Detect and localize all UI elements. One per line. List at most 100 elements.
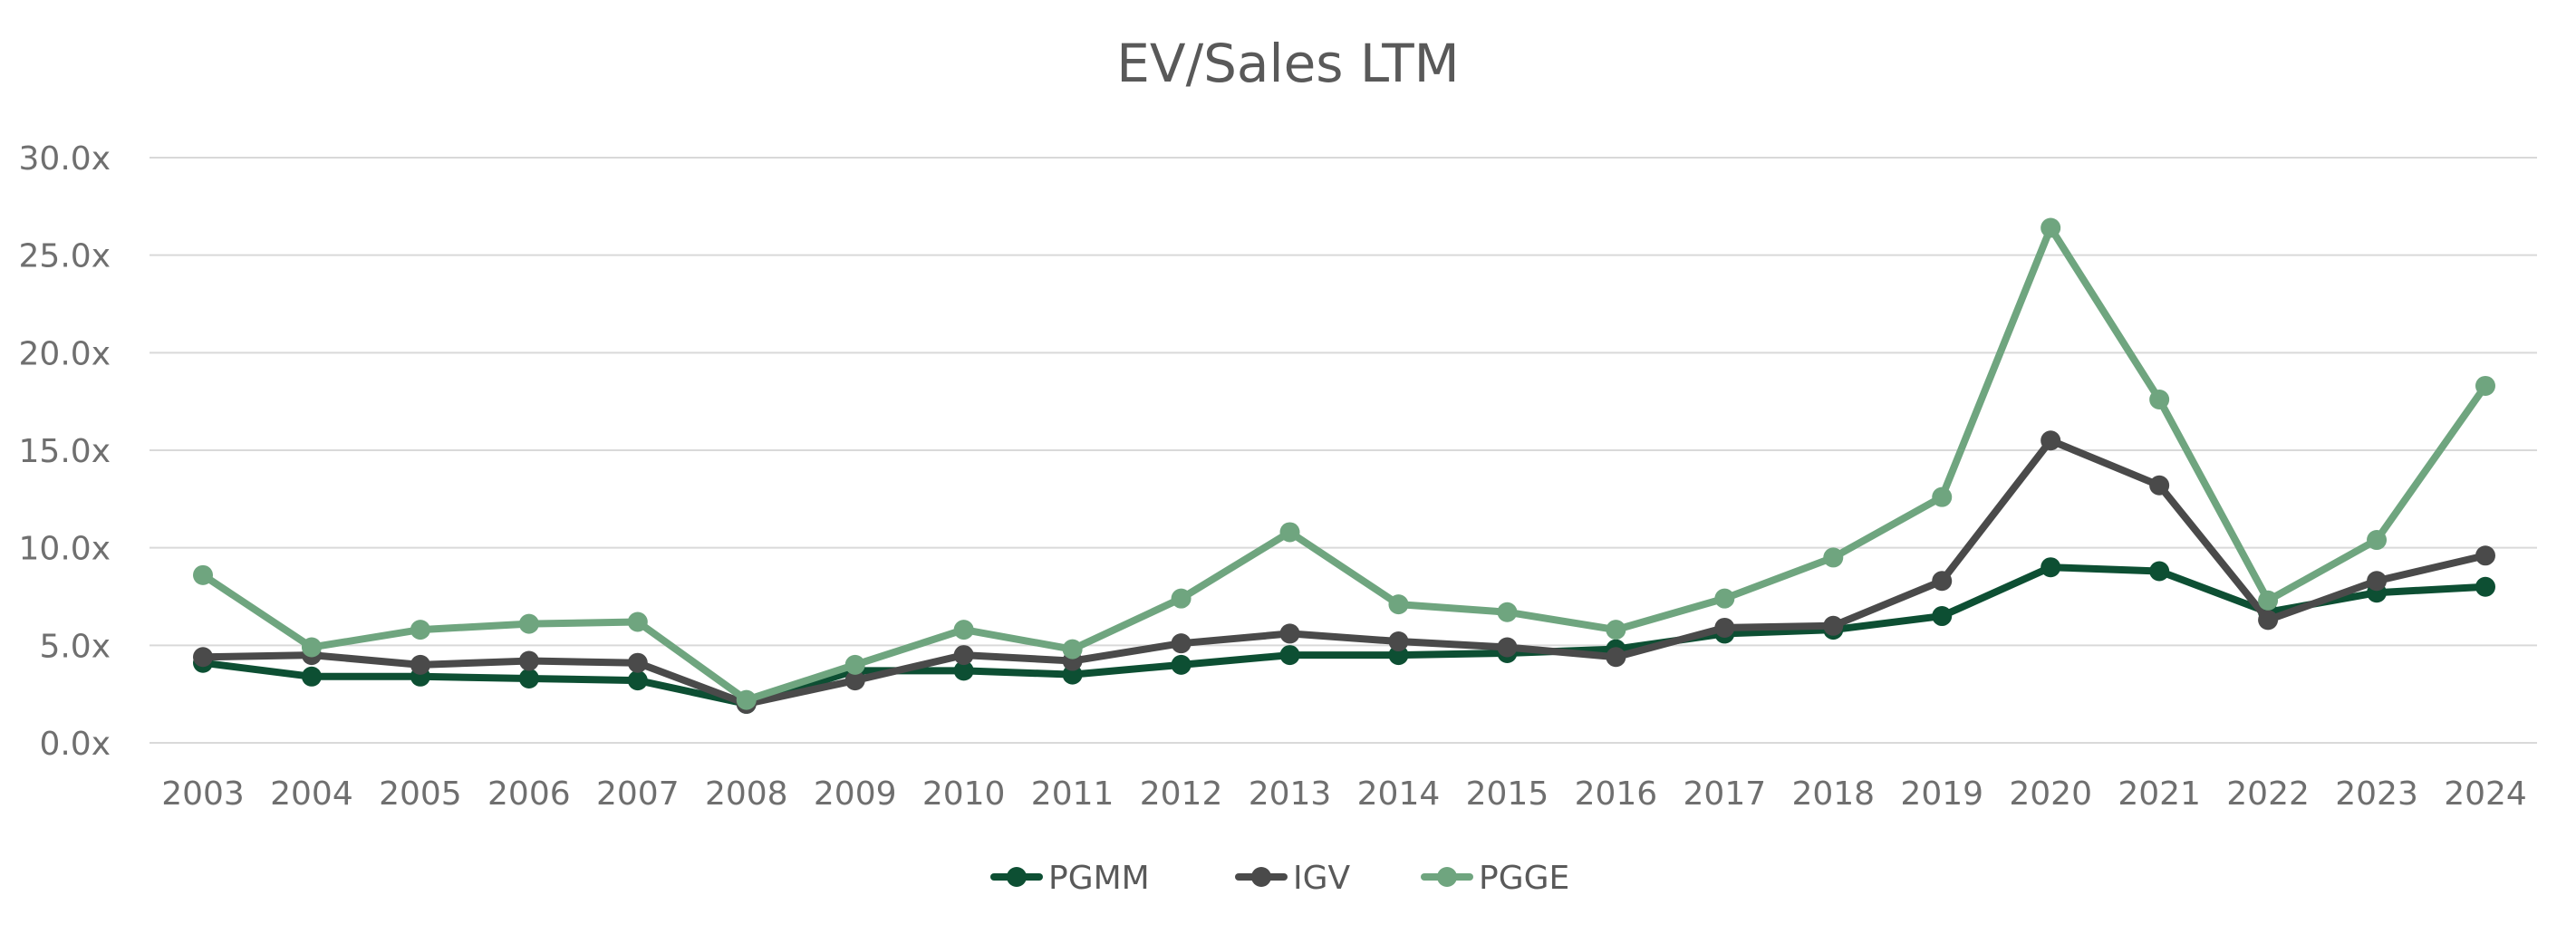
y-tick-label: 30.0x (19, 140, 111, 178)
data-point (2475, 545, 2495, 566)
data-point (518, 613, 539, 634)
data-point (736, 689, 757, 710)
x-tick-label: 2017 (1684, 775, 1767, 813)
gridlines (150, 157, 2537, 744)
chart-title: EV/Sales LTM (1116, 33, 1460, 94)
data-point (953, 660, 974, 681)
data-point (1497, 602, 1518, 622)
x-tick-label: 2016 (1575, 775, 1658, 813)
data-point (2258, 610, 2279, 631)
series-line (199, 437, 2489, 708)
series-pgge (193, 217, 2495, 710)
x-tick-label: 2011 (1031, 775, 1114, 813)
x-tick-label: 2014 (1357, 775, 1441, 813)
data-point (1932, 606, 1953, 627)
series-line (199, 563, 2489, 708)
data-point (1279, 623, 1300, 644)
legend-label: IGV (1293, 860, 1351, 897)
legend-marker (1251, 867, 1271, 887)
data-point (2258, 590, 2279, 611)
data-point (953, 645, 974, 666)
x-tick-label: 2022 (2226, 775, 2310, 813)
x-axis-ticks: 2003 2004 2005 2006 2007 2008 2009 2010 2011 2012… (161, 775, 2527, 813)
data-point (1062, 664, 1083, 685)
y-tick-label: 15.0x (19, 433, 111, 470)
x-tick-label: 2021 (2118, 775, 2201, 813)
data-point (844, 654, 865, 675)
data-point (2367, 530, 2388, 551)
data-point (301, 666, 322, 687)
x-tick-label: 2008 (705, 775, 788, 813)
data-point (1606, 620, 1626, 640)
data-point (1497, 637, 1518, 658)
data-point (1062, 639, 1083, 660)
x-tick-label: 2004 (270, 775, 353, 813)
data-point (1388, 631, 1409, 652)
x-tick-label: 2010 (922, 775, 1006, 813)
x-tick-label: 2005 (379, 775, 462, 813)
legend-item-pgmm: PGMM (990, 860, 1150, 897)
data-point (2149, 390, 2170, 410)
legend: PGMM IGV PGGE (990, 860, 1569, 897)
data-point (410, 620, 430, 640)
data-point (193, 647, 213, 668)
data-point (1932, 486, 1953, 507)
data-point (1171, 588, 1192, 609)
data-point (953, 620, 974, 640)
data-point (2041, 430, 2061, 451)
x-tick-label: 2003 (161, 775, 245, 813)
data-point (1714, 588, 1735, 609)
legend-marker (1007, 867, 1027, 887)
data-point (1932, 571, 1953, 592)
x-tick-label: 2013 (1249, 775, 1332, 813)
x-tick-label: 2009 (814, 775, 897, 813)
data-point (2475, 375, 2495, 396)
data-point (518, 650, 539, 671)
x-tick-label: 2012 (1140, 775, 1223, 813)
data-point (1388, 645, 1409, 666)
x-tick-label: 2006 (487, 775, 571, 813)
series-layer (193, 217, 2495, 714)
data-point (2149, 475, 2170, 496)
data-point (1171, 633, 1192, 654)
legend-item-pgge: PGGE (1421, 860, 1569, 897)
x-tick-label: 2019 (1900, 775, 1983, 813)
data-point (2149, 561, 2170, 582)
data-point (1606, 647, 1626, 668)
series-line (199, 224, 2489, 704)
y-tick-label: 20.0x (19, 335, 111, 372)
data-point (1279, 522, 1300, 543)
data-point (410, 654, 430, 675)
legend-marker (1437, 867, 1457, 887)
data-point (1823, 547, 1844, 568)
data-point (301, 637, 322, 658)
x-tick-label: 2024 (2444, 775, 2527, 813)
x-tick-label: 2020 (2009, 775, 2092, 813)
data-point (627, 652, 648, 673)
data-point (193, 564, 213, 585)
y-tick-label: 10.0x (19, 531, 111, 568)
data-point (844, 670, 865, 691)
data-point (2475, 576, 2495, 597)
y-tick-label: 5.0x (39, 628, 111, 665)
legend-label: PGGE (1479, 860, 1569, 897)
data-point (1171, 654, 1192, 675)
data-point (2041, 557, 2061, 578)
data-point (1279, 645, 1300, 666)
x-tick-label: 2007 (596, 775, 680, 813)
x-tick-label: 2023 (2335, 775, 2418, 813)
data-point (2041, 217, 2061, 238)
x-tick-label: 2018 (1791, 775, 1875, 813)
data-point (1714, 617, 1735, 638)
y-axis-ticks: 0.0x 5.0x 10.0x 15.0x 20.0x 25.0x 30.0x (19, 140, 111, 763)
data-point (1388, 594, 1409, 615)
legend-label: PGMM (1048, 860, 1150, 897)
y-tick-label: 0.0x (39, 726, 111, 763)
data-point (1823, 615, 1844, 636)
data-point (627, 670, 648, 691)
data-point (518, 668, 539, 688)
data-point (627, 611, 648, 632)
x-tick-label: 2015 (1466, 775, 1549, 813)
legend-item-igv: IGV (1235, 860, 1351, 897)
